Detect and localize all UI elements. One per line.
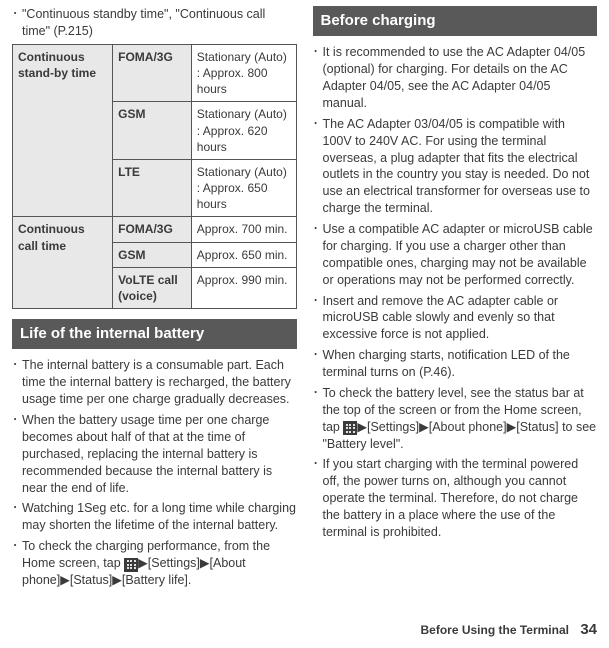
section-heading: Life of the internal battery	[12, 319, 297, 349]
arrow-icon: ▶	[507, 420, 517, 434]
cell-value: Stationary (Auto) : Approx. 650 hours	[191, 159, 296, 217]
bullet-item: ･ "Continuous standby time", "Continuous…	[12, 6, 297, 40]
arrow-icon: ▶	[60, 573, 70, 587]
bullet-item: ･It is recommended to use the AC Adapter…	[313, 44, 598, 112]
bullet-text: When the battery usage time per one char…	[22, 412, 297, 496]
bullet-item: ･The AC Adapter 03/04/05 is compatible w…	[313, 116, 598, 217]
bullet-dot: ･	[12, 6, 22, 40]
footer-text: Before Using the Terminal	[420, 623, 568, 637]
table-row: Continuous stand-by time FOMA/3G Station…	[13, 44, 297, 102]
bullet-item: ･If you start charging with the terminal…	[313, 456, 598, 540]
bullet-text: Insert and remove the AC adapter cable o…	[323, 293, 598, 344]
bullet-text: The internal battery is a consumable par…	[22, 357, 297, 408]
bullet-text: To check the charging performance, from …	[22, 538, 297, 589]
bullet-item: ･Insert and remove the AC adapter cable …	[313, 293, 598, 344]
bullet-text: To check the battery level, see the stat…	[323, 385, 598, 453]
cell-value: Approx. 650 min.	[191, 242, 296, 267]
bullet-text: If you start charging with the terminal …	[323, 456, 598, 540]
page-footer: Before Using the Terminal 34	[12, 620, 597, 640]
bullet-item: ･ To check the battery level, see the st…	[313, 385, 598, 453]
cell-subheader: GSM	[113, 242, 192, 267]
cell-value: Stationary (Auto) : Approx. 620 hours	[191, 102, 296, 160]
cell-value: Stationary (Auto) : Approx. 800 hours	[191, 44, 296, 102]
arrow-icon: ▶	[200, 556, 210, 570]
cell-header: Continuous stand-by time	[13, 44, 113, 217]
cell-subheader: GSM	[113, 102, 192, 160]
bullet-text: Use a compatible AC adapter or microUSB …	[323, 221, 598, 289]
arrow-icon: ▶	[357, 420, 367, 434]
cell-subheader: LTE	[113, 159, 192, 217]
spec-table: Continuous stand-by time FOMA/3G Station…	[12, 44, 297, 309]
text-part: [About phone]	[429, 420, 507, 434]
apps-icon	[124, 558, 138, 572]
bullet-text: The AC Adapter 03/04/05 is compatible wi…	[323, 116, 598, 217]
text-part: [Settings]	[367, 420, 419, 434]
left-column: ･ "Continuous standby time", "Continuous…	[12, 6, 297, 616]
bullet-item: ･Use a compatible AC adapter or microUSB…	[313, 221, 598, 289]
arrow-icon: ▶	[112, 573, 122, 587]
text-part: [Status]	[70, 573, 112, 587]
section-heading: Before charging	[313, 6, 598, 36]
table-row: Continuous call time FOMA/3G Approx. 700…	[13, 217, 297, 242]
arrow-icon: ▶	[419, 420, 429, 434]
bullet-text: It is recommended to use the AC Adapter …	[323, 44, 598, 112]
cell-subheader: FOMA/3G	[113, 217, 192, 242]
text-part: [Settings]	[148, 556, 200, 570]
cell-value: Approx. 700 min.	[191, 217, 296, 242]
text-part: [Battery life].	[122, 573, 191, 587]
cell-value: Approx. 990 min.	[191, 267, 296, 308]
arrow-icon: ▶	[138, 556, 148, 570]
bullet-text: Watching 1Seg etc. for a long time while…	[22, 500, 297, 534]
bullet-text: "Continuous standby time", "Continuous c…	[22, 6, 297, 40]
bullet-item: ･The internal battery is a consumable pa…	[12, 357, 297, 408]
bullet-item: ･When charging starts, notification LED …	[313, 347, 598, 381]
bullet-item: ･ To check the charging performance, fro…	[12, 538, 297, 589]
page-number: 34	[580, 621, 597, 638]
cell-subheader: FOMA/3G	[113, 44, 192, 102]
bullet-item: ･Watching 1Seg etc. for a long time whil…	[12, 500, 297, 534]
cell-header: Continuous call time	[13, 217, 113, 309]
cell-subheader: VoLTE call (voice)	[113, 267, 192, 308]
bullet-text: When charging starts, notification LED o…	[323, 347, 598, 381]
bullet-item: ･When the battery usage time per one cha…	[12, 412, 297, 496]
right-column: Before charging ･It is recommended to us…	[313, 6, 598, 616]
apps-icon	[343, 421, 357, 435]
